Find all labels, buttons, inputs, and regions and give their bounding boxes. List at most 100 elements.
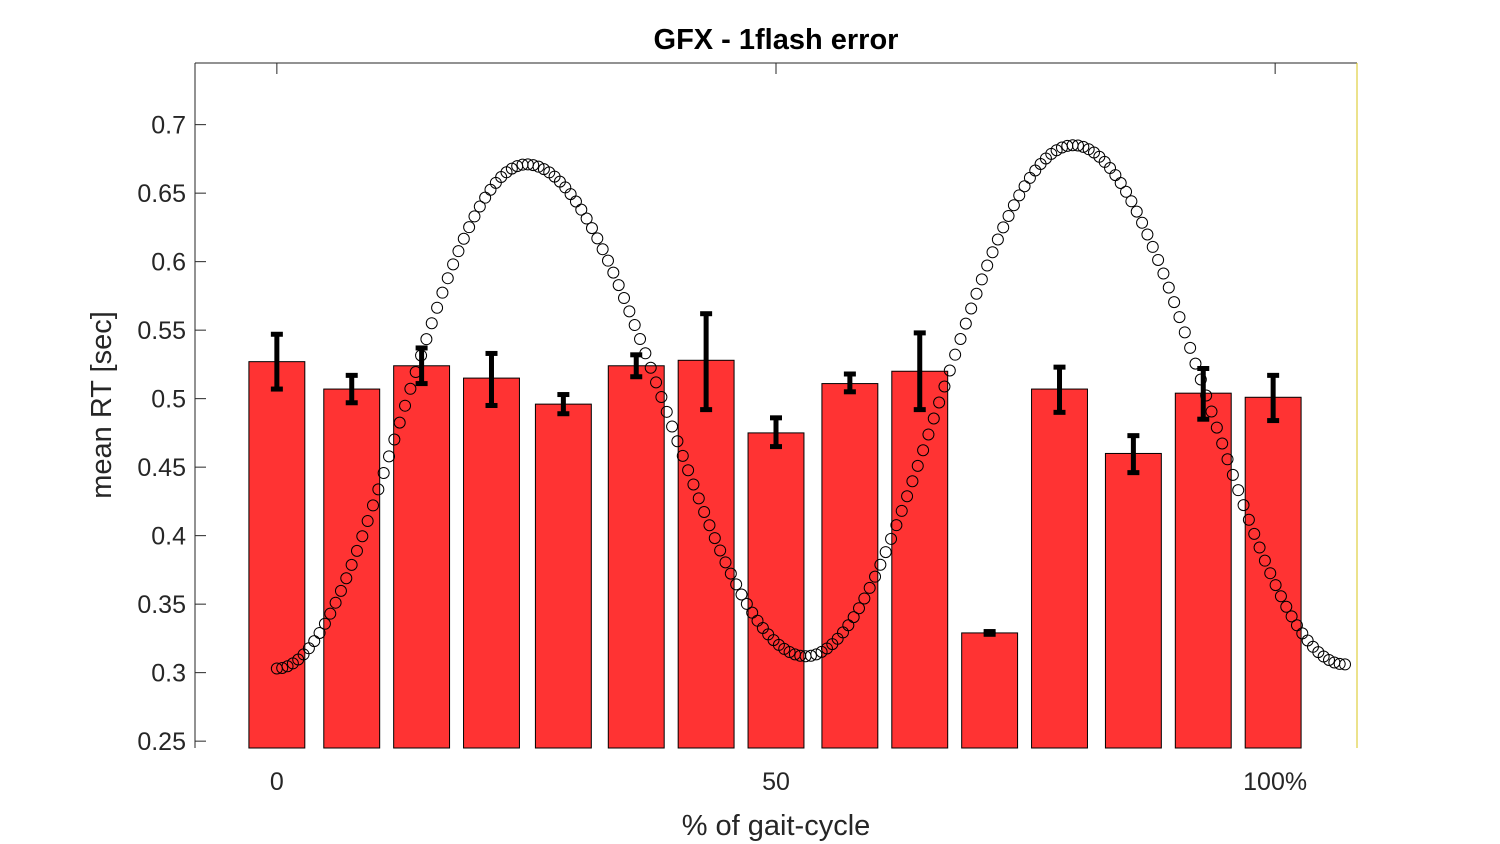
y-tick-label: 0.4 bbox=[151, 523, 186, 551]
curve-point bbox=[1173, 311, 1186, 324]
curve-point bbox=[1242, 513, 1255, 526]
curve-point bbox=[810, 648, 823, 661]
curve-point bbox=[1130, 205, 1143, 218]
curve-point bbox=[682, 464, 695, 477]
curve-point bbox=[580, 212, 593, 225]
x-axis-title: % of gait-cycle bbox=[682, 810, 871, 842]
curve-point bbox=[334, 584, 347, 597]
curve-point bbox=[1200, 389, 1213, 402]
curve-point bbox=[607, 266, 620, 279]
curve-point bbox=[804, 649, 817, 662]
curve-point bbox=[1157, 267, 1170, 280]
curve-point bbox=[943, 364, 956, 377]
curve-point bbox=[1216, 437, 1229, 450]
curve-point bbox=[986, 246, 999, 259]
curve-point bbox=[671, 435, 684, 448]
curve-point bbox=[415, 349, 428, 362]
bar-3 bbox=[463, 377, 520, 749]
curve-point bbox=[1077, 140, 1090, 153]
curve-point bbox=[318, 617, 331, 630]
curve-point bbox=[591, 232, 604, 245]
y-tick-label: 0.6 bbox=[151, 249, 186, 277]
curve-point bbox=[372, 483, 385, 496]
curve-point bbox=[997, 221, 1010, 234]
curve-point bbox=[1210, 421, 1223, 434]
curve-point bbox=[863, 581, 876, 594]
curve-point bbox=[975, 273, 988, 286]
curve-point bbox=[639, 347, 652, 360]
curve-point bbox=[1269, 579, 1282, 592]
curve-point bbox=[276, 661, 289, 674]
y-tick-label: 0.3 bbox=[151, 660, 186, 688]
curve-point bbox=[612, 279, 625, 292]
curve-point bbox=[1002, 209, 1015, 222]
curve-point bbox=[324, 607, 337, 620]
curve-point bbox=[1264, 567, 1277, 580]
curve-point bbox=[1050, 144, 1063, 157]
curve-point bbox=[869, 570, 882, 583]
curve-point bbox=[1018, 180, 1031, 193]
curve-point bbox=[644, 361, 657, 374]
curve-point bbox=[1007, 199, 1020, 212]
curve-point bbox=[425, 317, 438, 330]
curve-point bbox=[1253, 541, 1266, 554]
curve-point bbox=[436, 286, 449, 299]
bar-13 bbox=[1174, 392, 1232, 749]
curve-point bbox=[666, 420, 679, 433]
curve-point bbox=[874, 558, 887, 571]
curve-point bbox=[692, 492, 705, 505]
curve-point bbox=[922, 428, 935, 441]
curve-point bbox=[698, 505, 711, 518]
curve-point bbox=[1146, 240, 1159, 253]
curve-point bbox=[393, 416, 406, 429]
curve-point bbox=[938, 380, 951, 393]
curve-point bbox=[906, 475, 919, 488]
curve-point bbox=[927, 412, 940, 425]
curve-point bbox=[847, 611, 860, 624]
curve-point bbox=[313, 626, 326, 639]
curve-point bbox=[1184, 341, 1197, 354]
curve-point bbox=[660, 405, 673, 418]
bar-8 bbox=[821, 383, 879, 749]
curve-point bbox=[895, 504, 908, 517]
curve-point bbox=[1339, 658, 1352, 671]
x-tick-label: 50 bbox=[762, 768, 790, 796]
curve-point bbox=[361, 515, 374, 528]
curve-point bbox=[730, 578, 743, 591]
curve-point bbox=[575, 203, 588, 216]
curve-point bbox=[356, 530, 369, 543]
curve-point bbox=[618, 292, 631, 305]
curve-point bbox=[1189, 357, 1202, 370]
curve-point bbox=[601, 254, 614, 267]
curve-point bbox=[409, 366, 422, 379]
curve-point bbox=[1013, 189, 1026, 202]
curve-point bbox=[735, 588, 748, 601]
curve-point bbox=[441, 272, 454, 285]
curve-point bbox=[329, 596, 342, 609]
curve-point bbox=[1194, 373, 1207, 386]
curve-point bbox=[1280, 600, 1293, 613]
curve-point bbox=[1237, 499, 1250, 512]
y-tick-label: 0.25 bbox=[137, 728, 186, 756]
curve-point bbox=[879, 546, 892, 559]
curve-point bbox=[1258, 554, 1271, 567]
curve-point bbox=[505, 162, 518, 175]
curve-point bbox=[1333, 657, 1346, 670]
curve-point bbox=[596, 243, 609, 256]
curve-point bbox=[650, 376, 663, 389]
curve-point bbox=[366, 499, 379, 512]
curve-point bbox=[933, 396, 946, 409]
curve-point bbox=[532, 160, 545, 173]
chart-title: GFX - 1flash error bbox=[654, 24, 899, 56]
curve-point bbox=[1221, 453, 1234, 466]
curve-point bbox=[1141, 228, 1154, 241]
curve-point bbox=[954, 333, 967, 346]
curve-point bbox=[1285, 610, 1298, 623]
curve-point bbox=[420, 333, 433, 346]
curve-point bbox=[383, 450, 396, 463]
curve-point bbox=[350, 544, 363, 557]
curve-point bbox=[970, 287, 983, 300]
curve-point bbox=[853, 602, 866, 615]
curve-point bbox=[1205, 405, 1218, 418]
